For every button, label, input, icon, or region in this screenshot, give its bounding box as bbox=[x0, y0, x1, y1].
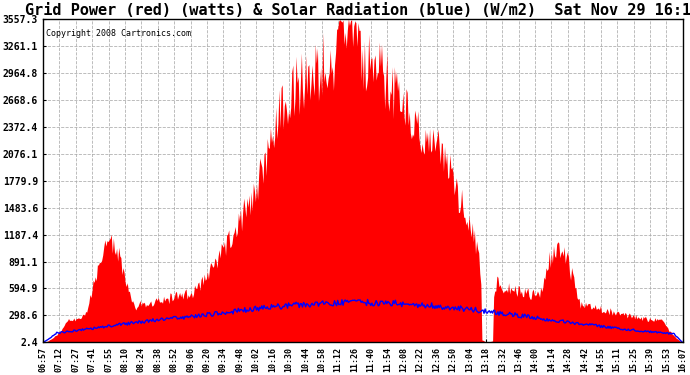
Title: Grid Power (red) (watts) & Solar Radiation (blue) (W/m2)  Sat Nov 29 16:17: Grid Power (red) (watts) & Solar Radiati… bbox=[25, 3, 690, 18]
Text: Copyright 2008 Cartronics.com: Copyright 2008 Cartronics.com bbox=[46, 28, 191, 38]
